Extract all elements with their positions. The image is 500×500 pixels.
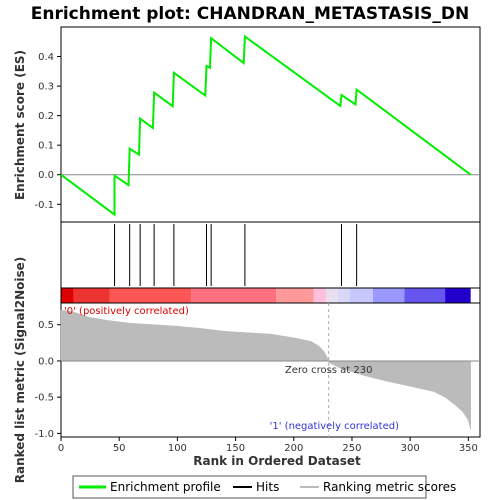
es-y-tick-label: -0.1 bbox=[34, 200, 54, 211]
enrichment-profile-line bbox=[60, 34, 472, 217]
negatively-correlated-label: '1' (negatively correlated) bbox=[270, 421, 399, 432]
color-bar-segment bbox=[338, 288, 350, 303]
x-tick-label: 150 bbox=[226, 443, 245, 454]
es-y-tick-label: 0.1 bbox=[38, 141, 54, 152]
metric-y-tick-label: -1.0 bbox=[34, 429, 54, 440]
color-bar-segment bbox=[276, 288, 314, 303]
color-bar-segment bbox=[191, 288, 277, 303]
color-bar-segment bbox=[372, 288, 405, 303]
hits-marks bbox=[114, 224, 358, 286]
color-bar-segment bbox=[61, 288, 74, 303]
es-y-tick-label: 0.4 bbox=[38, 52, 54, 63]
metric-panel-frame bbox=[60, 302, 481, 438]
x-axis-label: Rank in Ordered Dataset bbox=[193, 454, 361, 468]
metric-y-axis: -1.0 -0.5 0.0 0.5 bbox=[34, 320, 61, 440]
x-tick-label: 300 bbox=[401, 443, 420, 454]
x-tick-label: 100 bbox=[168, 443, 187, 454]
color-bar-segment bbox=[404, 288, 446, 303]
x-tick-label: 250 bbox=[342, 443, 361, 454]
es-y-tick-label: 0.0 bbox=[38, 170, 54, 181]
metric-y-axis-label: Ranked list metric (Signal2Noise) bbox=[13, 257, 27, 484]
chart-title: Enrichment plot: CHANDRAN_METASTASIS_DN bbox=[31, 4, 469, 24]
metric-y-tick-label: -0.5 bbox=[34, 393, 54, 404]
color-bar-segment bbox=[349, 288, 373, 303]
color-bar-segment bbox=[326, 288, 339, 303]
x-axis: 0 50 100 150 200 250 300 350 bbox=[58, 437, 478, 454]
es-y-axis: -0.1 0.0 0.1 0.2 0.3 0.4 bbox=[34, 52, 61, 211]
x-tick-label: 0 bbox=[58, 443, 64, 454]
x-tick-label: 350 bbox=[459, 443, 478, 454]
color-bar-segment bbox=[445, 288, 471, 303]
ranking-metric-area bbox=[60, 309, 471, 430]
es-y-tick-label: 0.2 bbox=[38, 111, 54, 122]
x-tick-label: 50 bbox=[113, 443, 126, 454]
legend: Enrichment profile Hits Ranking metric sco… bbox=[79, 480, 456, 494]
metric-y-tick-label: 0.0 bbox=[38, 356, 54, 367]
color-bar-segment bbox=[313, 288, 327, 303]
es-y-tick-label: 0.3 bbox=[38, 82, 54, 93]
positively-correlated-label: '0' (positively correlated) bbox=[64, 306, 189, 317]
legend-label: Hits bbox=[256, 480, 279, 494]
zero-cross-label: Zero cross at 230 bbox=[285, 365, 373, 376]
es-y-axis-label: Enrichment score (ES) bbox=[13, 50, 27, 200]
color-bar-segment bbox=[109, 288, 192, 303]
ranked-color-bar bbox=[60, 287, 481, 304]
legend-label: Enrichment profile bbox=[110, 480, 221, 494]
x-tick-label: 200 bbox=[284, 443, 303, 454]
legend-label: Ranking metric scores bbox=[323, 480, 456, 494]
color-bar-segment bbox=[73, 288, 110, 303]
metric-y-tick-label: 0.5 bbox=[38, 320, 54, 331]
